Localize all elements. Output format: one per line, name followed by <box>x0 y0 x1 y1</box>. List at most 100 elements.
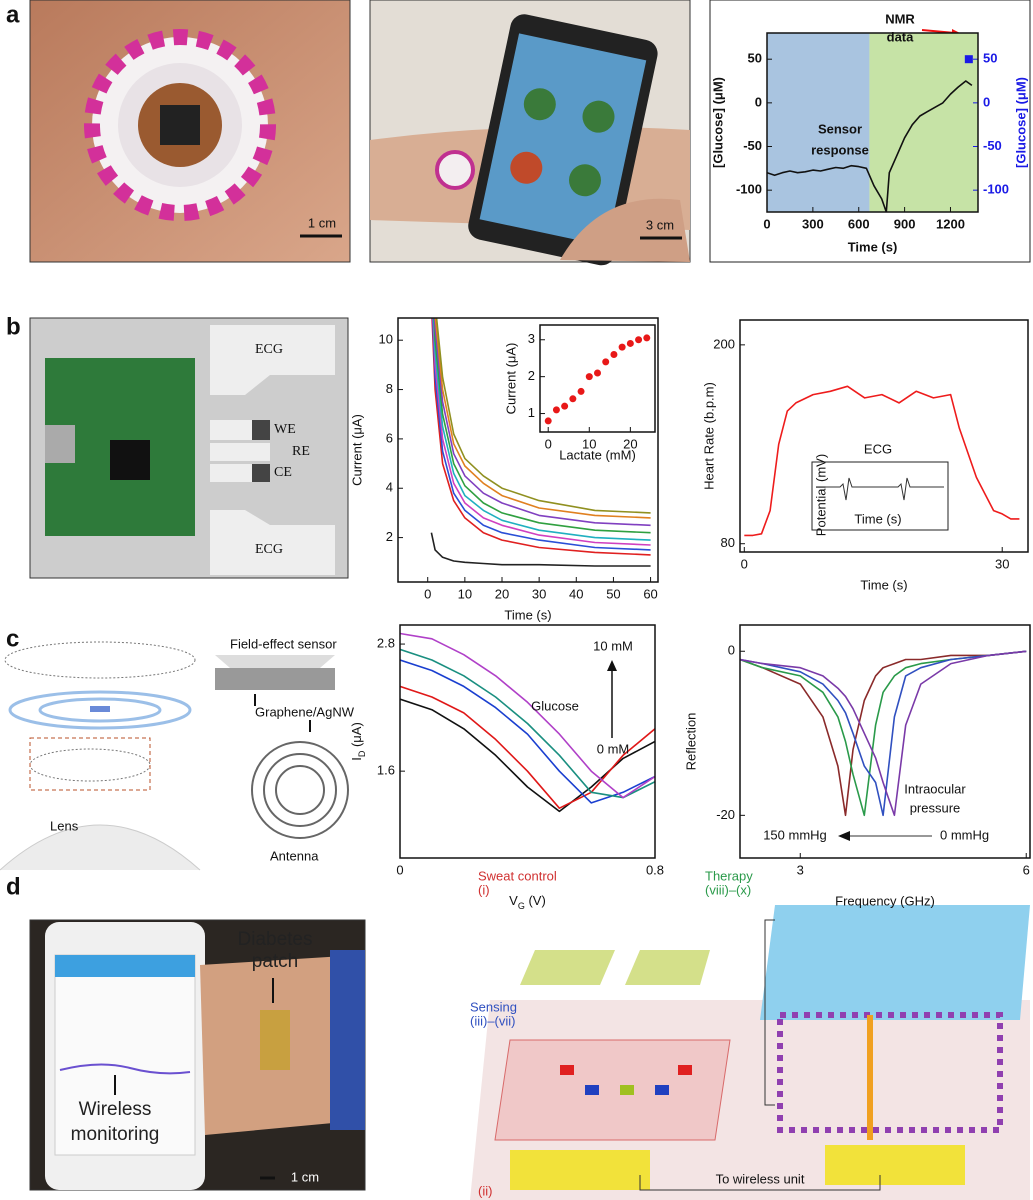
x-axis-label-part: G <box>518 901 525 911</box>
x-tick-label: 0 <box>763 216 770 231</box>
plot-area <box>740 650 1027 817</box>
series-line <box>740 650 1027 817</box>
x-tick-label: 10 <box>582 436 596 451</box>
series-line <box>434 318 651 519</box>
plot-area <box>400 632 655 813</box>
y-tick-label: 6 <box>386 430 393 445</box>
data-point <box>552 406 560 414</box>
y-axis-label-part: D <box>357 750 367 757</box>
diagram-label: (viii)–(x) <box>705 882 751 897</box>
scale-label: 1 cm <box>308 215 336 230</box>
y-tick-label: 8 <box>386 381 393 396</box>
axes-frame <box>539 324 656 433</box>
x-tick-label: 3 <box>797 862 804 877</box>
series-line <box>400 685 655 809</box>
scale-label: 3 cm <box>646 217 674 232</box>
photo-phone: 3 cm <box>369 0 691 266</box>
series-line <box>767 80 973 212</box>
y-tick-label: 10 <box>379 332 393 347</box>
x-axis-label: VG (V) <box>509 893 546 911</box>
photo-label: monitoring <box>71 1124 160 1145</box>
x-tick-label: 30 <box>995 556 1009 571</box>
plot-area <box>430 318 651 567</box>
ecg-inset: ECG Time (s) Potential (mV) <box>811 441 949 536</box>
diagram-label: Antenna <box>270 848 319 863</box>
x-tick-label: 20 <box>495 586 509 601</box>
series-line <box>400 632 655 799</box>
annotation: 10 mM <box>593 638 633 653</box>
x-tick-label: 0 <box>741 556 748 571</box>
diagram-label: To wireless unit <box>716 1171 805 1186</box>
x-axis-label-part: (V) <box>525 893 546 908</box>
x-tick-label: 1200 <box>936 216 965 231</box>
panel-label: b <box>6 313 21 340</box>
diagram-label: Sensing <box>470 999 517 1014</box>
y-axis-label: Current (μA) <box>503 343 518 415</box>
x-tick-label: 900 <box>894 216 916 231</box>
panel-label: d <box>6 873 21 900</box>
annotation: 0 mM <box>597 741 630 756</box>
series-line <box>431 318 651 551</box>
y-tick-label: 0 <box>755 94 762 109</box>
series-line <box>740 650 1027 817</box>
series-line <box>400 648 655 799</box>
series-line <box>744 385 1020 537</box>
y2-tick-label: -100 <box>983 182 1009 197</box>
annotation: pressure <box>910 800 961 815</box>
x-tick-label: 10 <box>458 586 472 601</box>
annotation: 150 mmHg <box>763 827 827 842</box>
diagram-label: Field-effect sensor <box>230 636 337 651</box>
series-line <box>740 650 1027 817</box>
x-tick-label: 40 <box>569 586 583 601</box>
diagram-label: (iii)–(vii) <box>470 1013 516 1028</box>
series-line <box>433 318 651 534</box>
annotation: 0 mmHg <box>940 827 989 842</box>
data-point <box>635 336 643 344</box>
y2-axis-label: [Glucose] (μM) <box>1013 77 1028 168</box>
series-line <box>430 532 651 567</box>
x-axis-label: Frequency (GHz) <box>835 893 935 908</box>
x-tick-label: 600 <box>848 216 870 231</box>
photo-sweat-patch: 1 cm <box>29 0 351 263</box>
y-axis-label: Current (μA) <box>349 414 364 486</box>
x-tick-label: 0 <box>396 862 403 877</box>
inset-x-label: Time (s) <box>854 511 901 526</box>
annotation: NMR <box>885 11 915 26</box>
photo-label: patch <box>252 951 298 972</box>
y-tick-label: -100 <box>736 182 762 197</box>
diagram-label: (ii) <box>478 1183 492 1198</box>
series-line <box>400 659 655 804</box>
region <box>767 33 870 212</box>
inset-title: ECG <box>864 441 892 456</box>
photo-label: Wireless <box>79 1099 152 1120</box>
x-tick-label: 6 <box>1023 862 1030 877</box>
y-axis-label-part: I <box>349 757 364 761</box>
annotation: Glucose <box>531 698 579 713</box>
panel-label: a <box>6 1 20 28</box>
plot-area <box>767 55 973 212</box>
y-axis-label: Reflection <box>683 713 698 771</box>
axes-frame <box>739 624 1031 859</box>
x-tick-label: 50 <box>606 586 620 601</box>
photo-label: Diabetes <box>238 929 313 950</box>
series-line <box>740 650 1027 817</box>
arrows <box>607 660 932 841</box>
inset-y-label: Potential (mV) <box>813 454 828 536</box>
data-point <box>594 369 601 377</box>
diagram-label: Therapy <box>705 868 753 883</box>
data-point <box>577 387 585 395</box>
electrode-label: ECG <box>255 342 283 357</box>
x-tick-label: 0.8 <box>646 862 664 877</box>
diagram-label: Graphene/AgNW <box>255 704 355 719</box>
x-axis-label-part: V <box>509 893 518 908</box>
electrode-label: CE <box>274 465 292 480</box>
y-axis-label: [Glucose] (μM) <box>710 77 725 168</box>
series-line <box>431 318 651 556</box>
y-tick-label: 80 <box>721 535 735 550</box>
region <box>869 33 978 212</box>
diagram-label: (i) <box>478 882 490 897</box>
series-line <box>432 318 651 541</box>
x-tick-label: 0 <box>545 436 552 451</box>
y-tick-label: 2 <box>386 529 393 544</box>
